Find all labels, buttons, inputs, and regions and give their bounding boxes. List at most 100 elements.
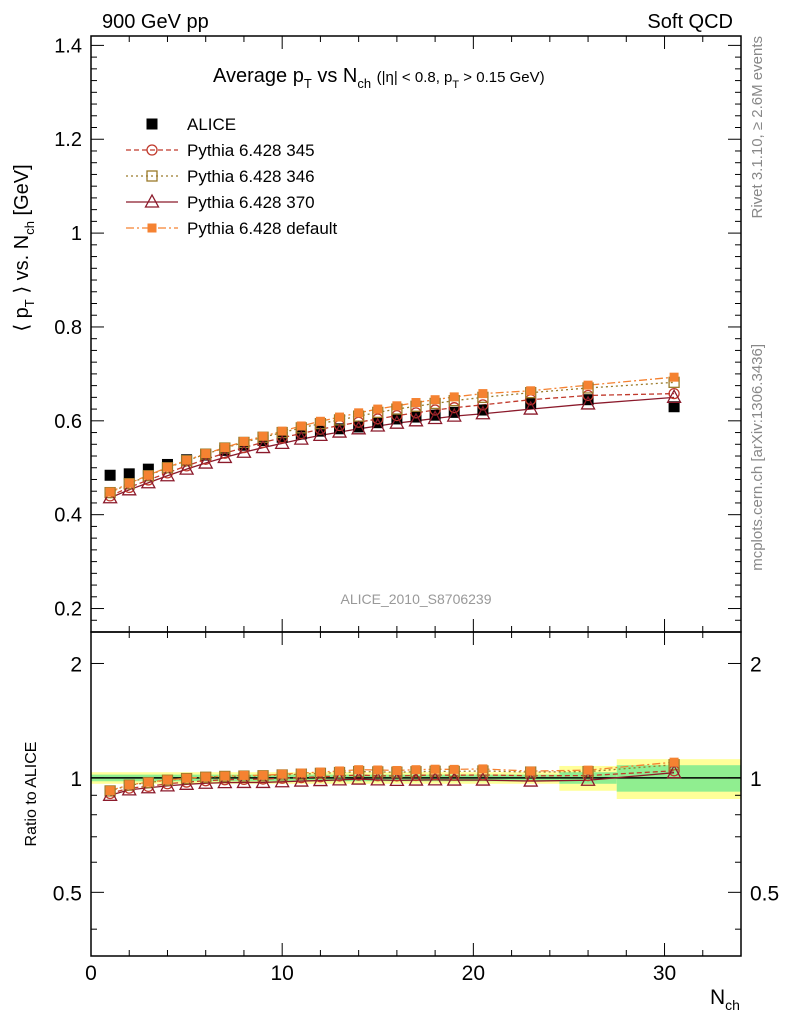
p370-point xyxy=(666,388,682,404)
ratio-p370-point xyxy=(293,772,309,787)
ratio-p346-point xyxy=(161,774,174,786)
legend-marker-p345 xyxy=(146,144,158,156)
p370-point xyxy=(274,434,290,449)
legend-label-alice: ALICE xyxy=(187,115,236,134)
pdefault-point xyxy=(239,436,249,446)
ratio-p346-point xyxy=(142,776,155,789)
header-left: 900 GeV pp xyxy=(102,11,209,33)
series-line-pdefault xyxy=(109,376,675,493)
pdefault-point xyxy=(430,395,440,405)
p370-point xyxy=(475,405,491,420)
p346-point xyxy=(104,486,116,499)
alice-point xyxy=(314,425,326,437)
legend-marker-alice xyxy=(146,118,158,130)
ratio-pdefault-point xyxy=(182,773,192,783)
p370-point xyxy=(236,443,252,458)
ratio-pdefault-point xyxy=(258,770,268,780)
ratio-pdefault-point xyxy=(124,780,134,790)
ratio-pdefault-point xyxy=(201,772,211,782)
p370-point xyxy=(331,423,348,438)
ratio-y-tick-label-right: 0.5 xyxy=(750,882,779,905)
ratio-p370-point xyxy=(370,771,386,786)
alice-point xyxy=(668,401,680,413)
ratio-pdefault-point xyxy=(143,777,153,787)
ratio-p370-point xyxy=(666,764,682,779)
alice-point xyxy=(104,469,116,481)
pdefault-point xyxy=(335,412,345,422)
ratio-p370-point xyxy=(523,772,539,787)
title-cuts-sub: T xyxy=(452,79,459,91)
p345-point xyxy=(668,387,680,400)
ratio-pdefault-point xyxy=(430,764,440,774)
ratio-pdefault-point xyxy=(449,764,459,774)
ratio-p370-point xyxy=(389,772,405,787)
p346-point xyxy=(180,455,193,467)
ratio-p370-point xyxy=(580,771,596,786)
legend-label-pdefault: Pythia 6.428 default xyxy=(187,219,338,238)
title-sub-t: T xyxy=(304,76,312,91)
legend-marker-pdefault xyxy=(147,223,157,233)
pdefault-point xyxy=(411,398,421,408)
legend-marker-p346 xyxy=(146,170,158,182)
ratio-pdefault-point xyxy=(315,767,325,777)
pdefault-point xyxy=(220,443,230,453)
pdefault-point xyxy=(449,392,459,402)
ratio-p370-point xyxy=(274,773,290,788)
x-tick-label: 10 xyxy=(270,962,293,985)
ratio-line-p345 xyxy=(109,770,675,795)
main-y-tick-label: 0.6 xyxy=(54,411,82,433)
ratio-p370-point xyxy=(351,770,367,785)
ratio-p370-point xyxy=(255,774,271,789)
p370-point xyxy=(293,430,309,445)
p370-point xyxy=(217,449,233,464)
ratio-p370-point xyxy=(178,775,195,790)
main-series-layer xyxy=(102,372,682,504)
pdefault-point xyxy=(669,372,679,382)
ratio-p370-point xyxy=(427,771,443,786)
ratio-p370-point xyxy=(159,777,176,792)
legend-marker-p370 xyxy=(144,193,160,208)
ratio-p346-point xyxy=(257,770,269,782)
ratio-y-tick-label-left: 0.5 xyxy=(53,882,82,905)
main-title: Average pT vs Nch (|η| < 0.8, pT > 0.15 … xyxy=(213,65,545,91)
ratio-p370-point xyxy=(446,771,462,786)
pdefault-point xyxy=(478,389,488,399)
legend-label-p346: Pythia 6.428 346 xyxy=(187,167,315,186)
ratio-pdefault-point xyxy=(478,764,488,774)
ratio-p370-point xyxy=(236,774,252,789)
ratio-p370-point xyxy=(475,771,491,786)
ratio-pdefault-point xyxy=(411,765,421,775)
p346-point xyxy=(142,470,155,482)
p345-point xyxy=(391,410,403,422)
p370-point xyxy=(178,460,195,475)
pdefault-point xyxy=(258,431,268,441)
title-vs: vs N xyxy=(317,65,357,87)
ratio-axis-ticks: 0.5 0.51 12 20 10 20 30 xyxy=(53,632,779,985)
ratio-pdefault-point xyxy=(296,768,306,778)
p370-point xyxy=(255,439,271,454)
ratio-p346-point xyxy=(123,779,135,791)
alice-point xyxy=(295,428,307,440)
ratio-p370-point xyxy=(140,779,156,794)
ratio-pdefault-point xyxy=(162,775,172,785)
p345-point xyxy=(448,402,460,414)
p345-point xyxy=(429,404,441,416)
pdefault-point xyxy=(296,421,306,431)
x-axis-label: Nch xyxy=(710,986,740,1013)
ratio-p370-point xyxy=(217,774,233,789)
ratio-p370-point xyxy=(331,771,348,786)
alice-point xyxy=(582,394,594,406)
pdefault-point xyxy=(392,401,402,411)
ratio-p370-point xyxy=(198,774,214,789)
ratio-p346-point xyxy=(200,771,212,783)
p370-point xyxy=(121,481,137,496)
pdefault-point xyxy=(277,426,287,436)
ratio-y-label: Ratio to ALICE xyxy=(23,742,40,847)
ratio-pdefault-point xyxy=(526,766,536,776)
ratio-pdefault-point xyxy=(392,765,402,775)
ratio-pdefault-point xyxy=(354,765,364,775)
main-y-tick-label: 1.4 xyxy=(54,35,82,57)
title-cuts-2: > 0.15 GeV) xyxy=(463,69,544,86)
ratio-pdefault-point xyxy=(220,771,230,781)
